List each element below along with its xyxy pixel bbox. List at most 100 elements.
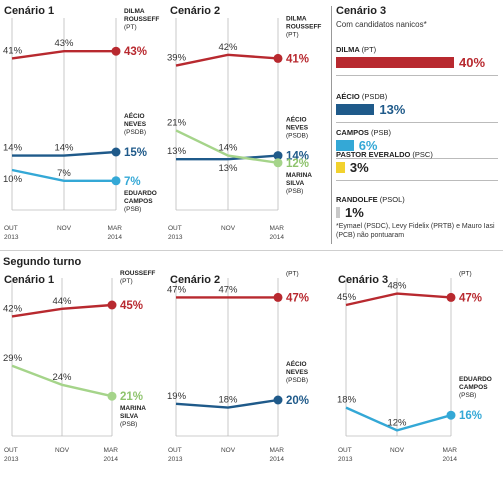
series-name-label: SILVA xyxy=(286,180,304,187)
point-label: 18% xyxy=(337,395,357,406)
bar-party: (PSC) xyxy=(412,150,433,159)
bar-row: PASTOR EVERALDO (PSC) 3% xyxy=(336,150,496,176)
series-end-dot xyxy=(273,151,283,161)
x-tick-label: MAR xyxy=(270,447,285,454)
x-tick-label: OUT xyxy=(168,447,182,454)
series-line xyxy=(176,154,279,161)
point-label: 18% xyxy=(218,395,238,406)
section-title: Segundo turno xyxy=(3,256,82,268)
series-end-dot xyxy=(446,410,456,420)
series-name-label: ROUSSEFF xyxy=(120,270,155,277)
series-end-dot xyxy=(111,147,121,157)
series-end-dot xyxy=(111,176,121,186)
chart-title: Cenário 1 xyxy=(4,274,55,286)
series-name-label: NEVES xyxy=(124,121,147,128)
divider xyxy=(331,6,332,244)
chart-panel-5: Cenário 2 OUT2013NOVMAR201447%47%47%DILM… xyxy=(166,254,326,488)
end-value-label: 12% xyxy=(286,158,309,170)
point-label: 13% xyxy=(167,146,187,157)
end-value-label: 47% xyxy=(459,292,482,304)
series-name-label: (PT) xyxy=(124,24,137,31)
point-label: 13% xyxy=(218,163,238,174)
point-label: 47% xyxy=(167,284,187,295)
point-label: 45% xyxy=(337,292,357,303)
point-label: 44% xyxy=(52,296,72,307)
series-name-label: (PSDB) xyxy=(124,129,146,136)
bar xyxy=(336,104,375,115)
series-line xyxy=(175,53,279,67)
series-name-label: NEVES xyxy=(286,125,309,132)
x-tick-label: 2013 xyxy=(168,456,183,463)
section-divider xyxy=(0,250,503,251)
end-value-label: 21% xyxy=(120,391,143,403)
bar-category-label: RANDOLFE (PSOL) xyxy=(336,195,405,204)
point-label: 12% xyxy=(387,417,407,428)
series-name-label: DILMA xyxy=(124,8,145,15)
series-name-label: ROUSSEFF xyxy=(286,23,321,30)
series-end-dot xyxy=(107,300,117,310)
bar-row: AÉCIO (PSDB) 13% xyxy=(336,92,496,118)
bar-party: (PSOL) xyxy=(379,195,405,204)
x-tick-label: OUT xyxy=(338,447,352,454)
chart-title: Cenário 2 xyxy=(170,274,221,286)
series-name-label: AÉCIO xyxy=(286,359,307,368)
series-name-label: (PT) xyxy=(459,270,472,277)
end-value-label: 16% xyxy=(459,410,482,422)
series-line xyxy=(11,168,116,182)
line-chart-6: OUT2013NOVMAR201445%48%47%DILMAROUSSEFF(… xyxy=(337,254,494,463)
x-tick-label: 2014 xyxy=(270,456,285,463)
x-tick-label: NOV xyxy=(55,447,70,454)
bar-value-label: 3% xyxy=(349,160,369,175)
bar-value-label: 6% xyxy=(358,138,378,153)
bar xyxy=(336,207,340,218)
line-chart-5: OUT2013NOVMAR201447%47%47%DILMAROUSSEFF(… xyxy=(167,254,321,463)
series-end-dot xyxy=(273,292,283,302)
series-name-label: NEVES xyxy=(286,369,309,376)
bar-row: CAMPOS (PSB) 6% xyxy=(336,128,496,154)
point-label: 41% xyxy=(3,45,23,56)
bar-value-label: 1% xyxy=(345,205,364,220)
series-end-dot xyxy=(446,292,456,302)
series-line xyxy=(11,364,113,398)
series-name-label: (PSDB) xyxy=(286,377,308,384)
series-line xyxy=(12,150,117,157)
end-value-label: 14% xyxy=(286,151,309,163)
series-name-label: AÉCIO xyxy=(286,115,307,124)
end-value-label: 41% xyxy=(286,53,309,65)
series-name-label: EDUARDO xyxy=(459,376,492,383)
row-divider xyxy=(336,122,498,123)
series-end-dot xyxy=(273,53,283,63)
chart-panel-4: Cenário 1 OUT2013NOVMAR201442%44%45%DILM… xyxy=(0,262,160,488)
x-tick-label: 2013 xyxy=(168,234,183,241)
series-name-label: ROUSSEFF xyxy=(124,16,159,23)
bar-value-label: 13% xyxy=(379,102,406,117)
series-line xyxy=(345,406,452,432)
end-value-label: 45% xyxy=(120,300,143,312)
x-tick-label: MAR xyxy=(108,225,123,232)
series-name-label: CAMPOS xyxy=(459,384,488,391)
chart-subtitle: Com candidatos nanicos* xyxy=(336,20,427,29)
bar xyxy=(336,162,345,173)
point-label: 42% xyxy=(218,42,238,53)
footnote: *Eymael (PSDC), Levy Fidelix (PRTB) e Ma… xyxy=(336,223,495,239)
x-tick-label: 2013 xyxy=(4,456,19,463)
series-name-label: (PT) xyxy=(120,278,133,285)
x-tick-label: OUT xyxy=(4,225,18,232)
point-label: 14% xyxy=(54,143,74,154)
end-value-label: 47% xyxy=(286,292,309,304)
end-value-label: 43% xyxy=(124,46,147,58)
point-label: 14% xyxy=(3,143,23,154)
point-label: 21% xyxy=(167,117,187,128)
series-line xyxy=(175,398,279,409)
point-label: 29% xyxy=(3,353,23,364)
bar-category-label: DILMA (PT) xyxy=(336,45,376,54)
x-tick-label: OUT xyxy=(168,225,182,232)
bar-category-name: CAMPOS xyxy=(336,128,372,137)
point-label: 7% xyxy=(57,168,71,179)
x-tick-label: NOV xyxy=(57,225,72,232)
series-end-dot xyxy=(111,46,121,56)
bar-value-label: 40% xyxy=(459,55,486,70)
row-divider xyxy=(336,75,498,76)
series-name-label: (PT) xyxy=(286,31,299,38)
